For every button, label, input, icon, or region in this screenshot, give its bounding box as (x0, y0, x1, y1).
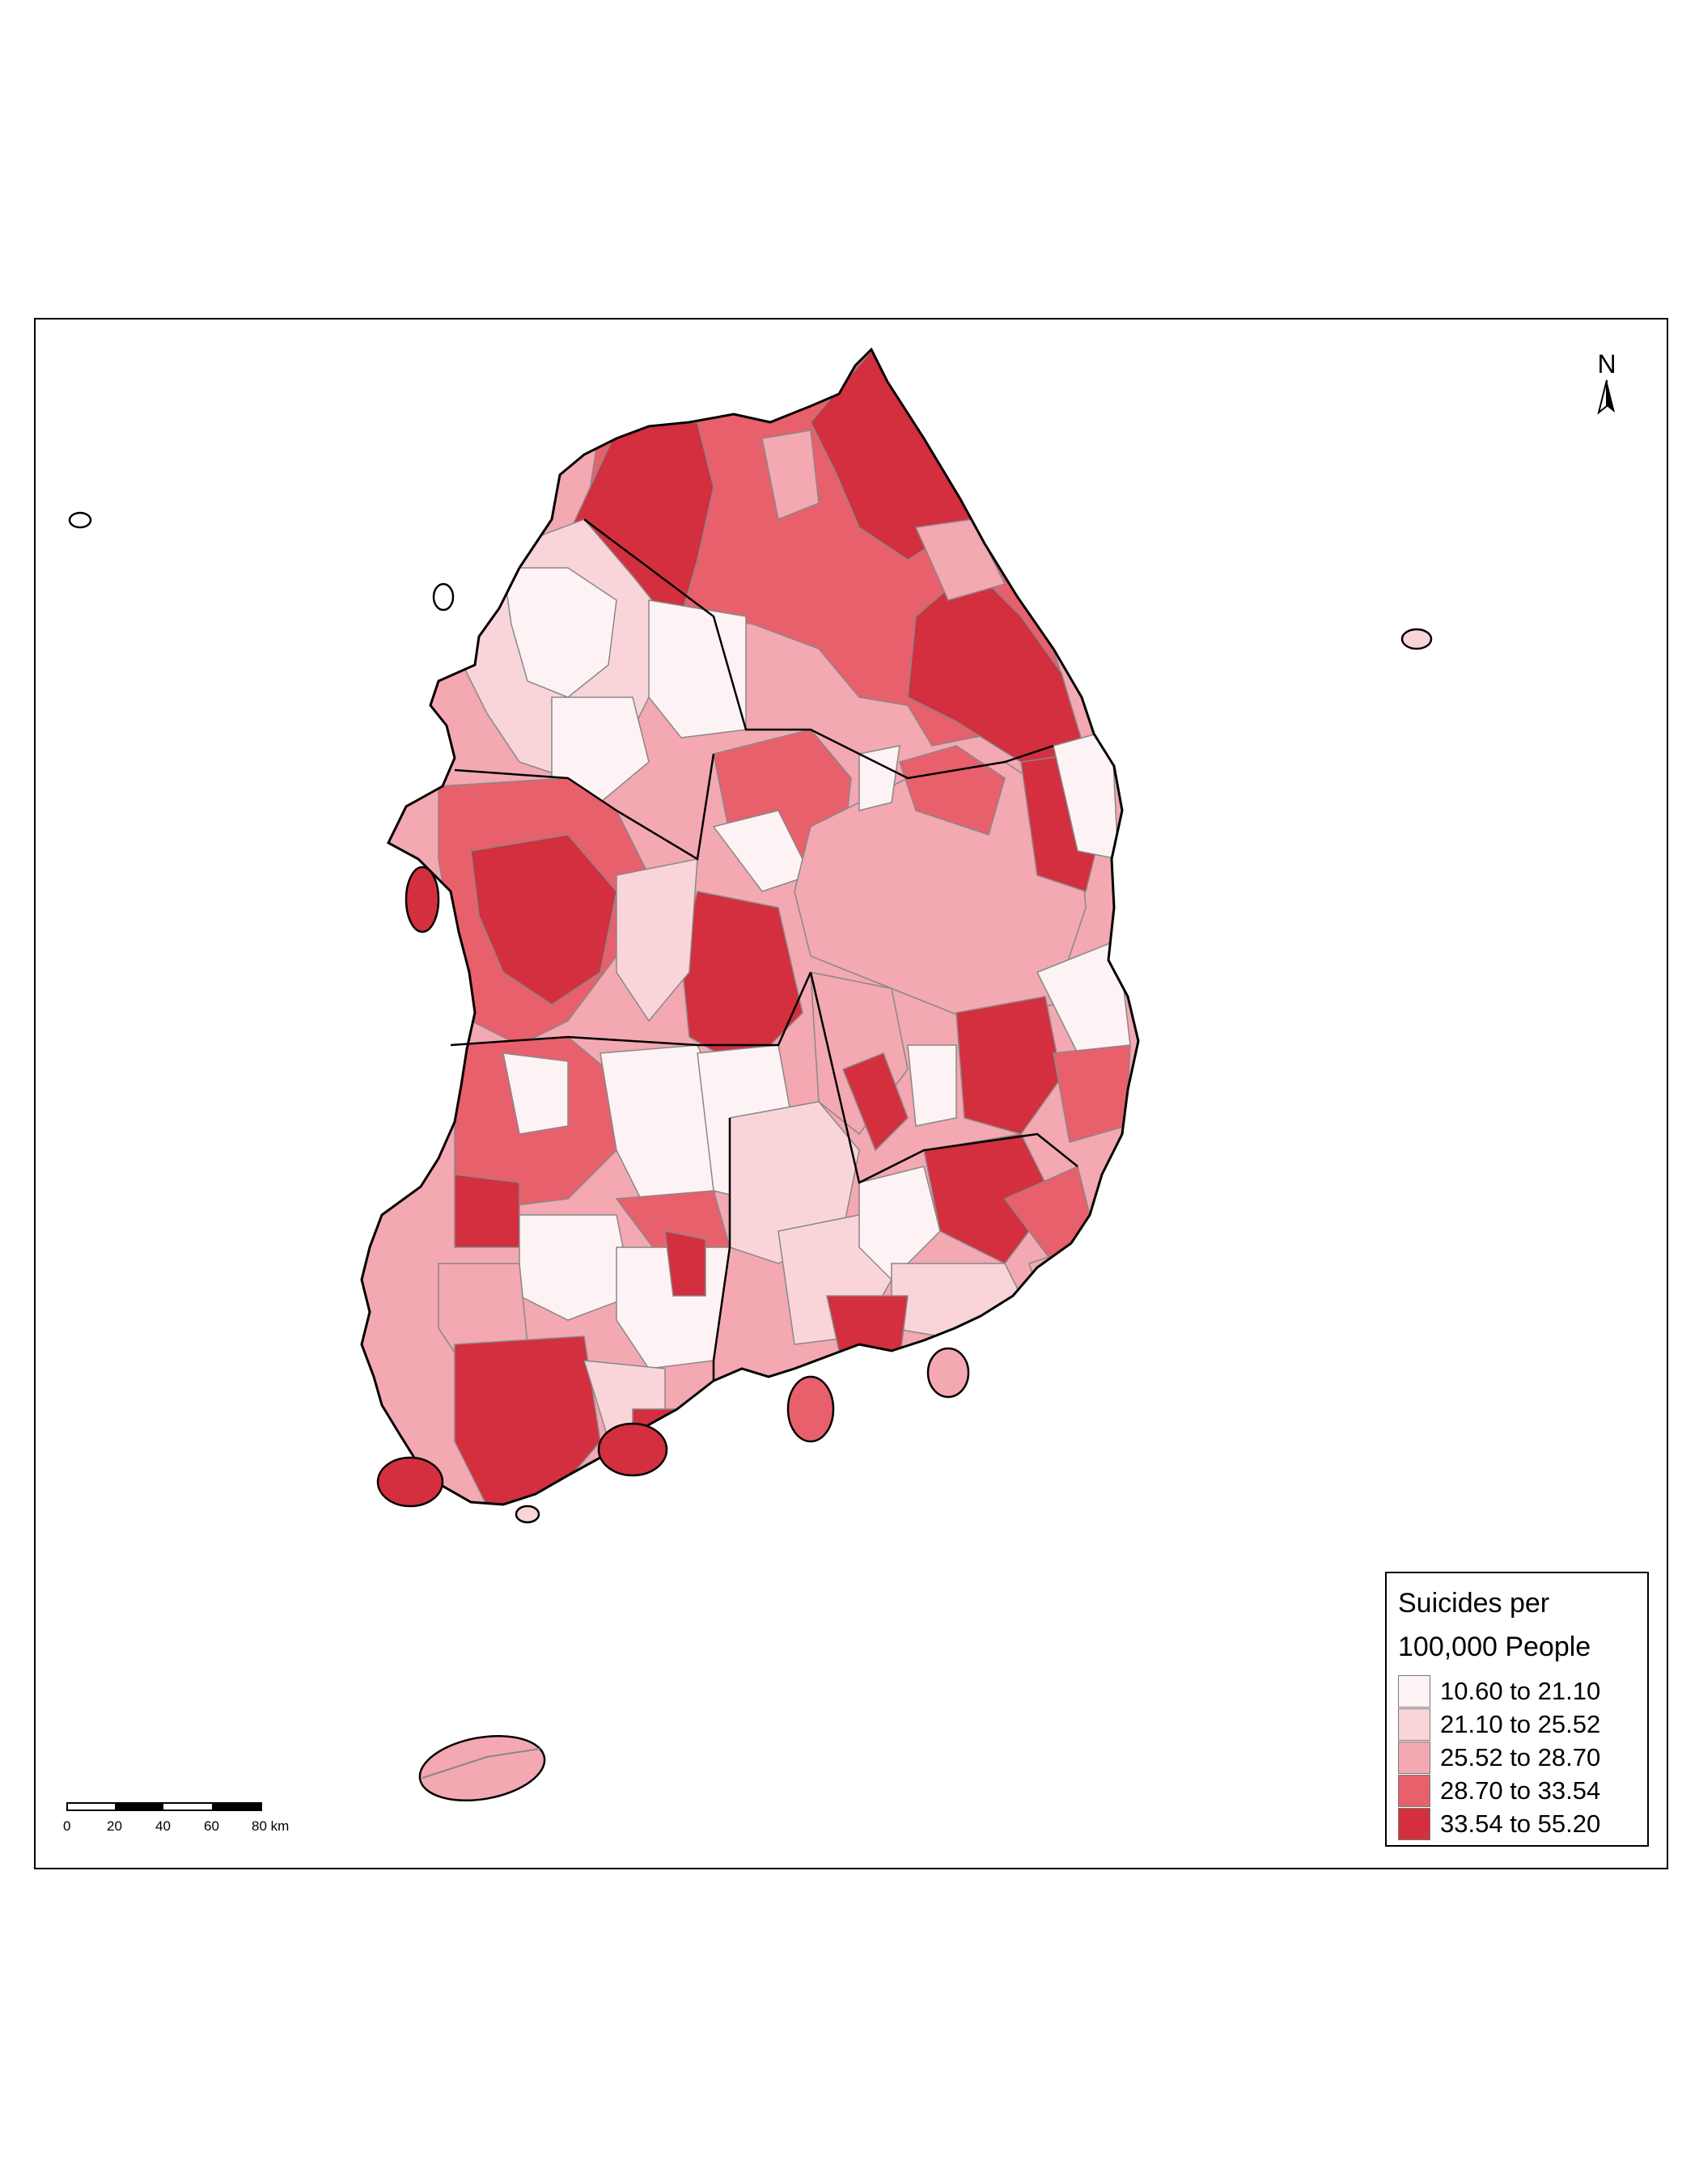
islands (68, 511, 1433, 1802)
region-gyeongbuk-white (858, 745, 900, 811)
island-small-south (515, 1505, 540, 1524)
legend-swatch (1398, 1808, 1430, 1840)
island-ganghwa (432, 582, 455, 612)
north-arrow-icon (1597, 379, 1615, 415)
island-taean (405, 866, 440, 933)
island-goheung-south (597, 1422, 668, 1477)
legend-label: 10.60 to 21.10 (1440, 1677, 1601, 1705)
scale-tick: 40 (155, 1818, 171, 1834)
scale-tick: 80 km (252, 1818, 290, 1834)
legend-item: 25.52 to 28.70 (1398, 1742, 1600, 1774)
legend-item: 33.54 to 55.20 (1398, 1808, 1600, 1840)
legend-label: 33.54 to 55.20 (1440, 1809, 1601, 1838)
legend-title-line1: Suicides per (1398, 1588, 1550, 1619)
region-gyeonggi-east (648, 599, 747, 739)
scale-bar-graphic (66, 1802, 262, 1811)
legend-swatch (1398, 1708, 1430, 1741)
region-gochang (454, 1174, 520, 1248)
island-baengnyeong (68, 511, 92, 529)
region-sejong (616, 858, 698, 1022)
scale-tick: 60 (204, 1818, 219, 1834)
map-frame: Suicides per 100,000 People 10.60 to 21.… (34, 318, 1668, 1869)
scale-tick: 20 (107, 1818, 122, 1834)
region-gyeongbuk-north (899, 745, 1006, 836)
region-changnyeong (858, 1166, 941, 1281)
island-geoje (926, 1347, 970, 1399)
island-jindo (376, 1456, 444, 1508)
region-gunsan (502, 1052, 569, 1135)
island-ulleungdo (1400, 628, 1433, 650)
choropleth-map (68, 347, 1433, 1802)
region-gyeonggi-south (551, 696, 650, 803)
legend-label: 21.10 to 25.52 (1440, 1710, 1601, 1738)
region-seoul (502, 567, 617, 698)
region-gyeongju (955, 996, 1062, 1135)
region-haenam (454, 1335, 601, 1505)
legend-swatch (1398, 1775, 1430, 1807)
north-arrow: N (1591, 349, 1623, 420)
province-boundaries (450, 518, 1078, 1381)
korea-mainland (362, 349, 1138, 1505)
region-daegu (907, 1044, 957, 1127)
north-letter: N (1597, 349, 1616, 379)
legend-item: 10.60 to 21.10 (1398, 1675, 1600, 1708)
region-gimcheon (842, 1052, 909, 1152)
legend-label: 28.70 to 33.54 (1440, 1776, 1601, 1805)
scale-tick: 0 (63, 1818, 71, 1834)
legend-title: Suicides per 100,000 People (1398, 1581, 1591, 1669)
region-nw-pink (761, 430, 820, 521)
legend-item: 28.70 to 33.54 (1398, 1775, 1600, 1807)
island-jeju (418, 1734, 546, 1802)
legend-item: 21.10 to 25.52 (1398, 1708, 1600, 1741)
region-chungnam-inner (470, 834, 617, 1005)
scale-bar: 0 20 40 60 80 km (63, 1802, 325, 1835)
legend-swatch (1398, 1742, 1430, 1774)
legend-label: 25.52 to 28.70 (1440, 1743, 1601, 1771)
region-goseong (826, 1295, 909, 1369)
legend-swatch (1398, 1675, 1430, 1708)
island-namhae (786, 1375, 835, 1443)
region-gokseong (664, 1230, 706, 1297)
map-legend: Suicides per 100,000 People 10.60 to 21.… (1385, 1572, 1649, 1847)
legend-title-line2: 100,000 People (1398, 1632, 1591, 1662)
